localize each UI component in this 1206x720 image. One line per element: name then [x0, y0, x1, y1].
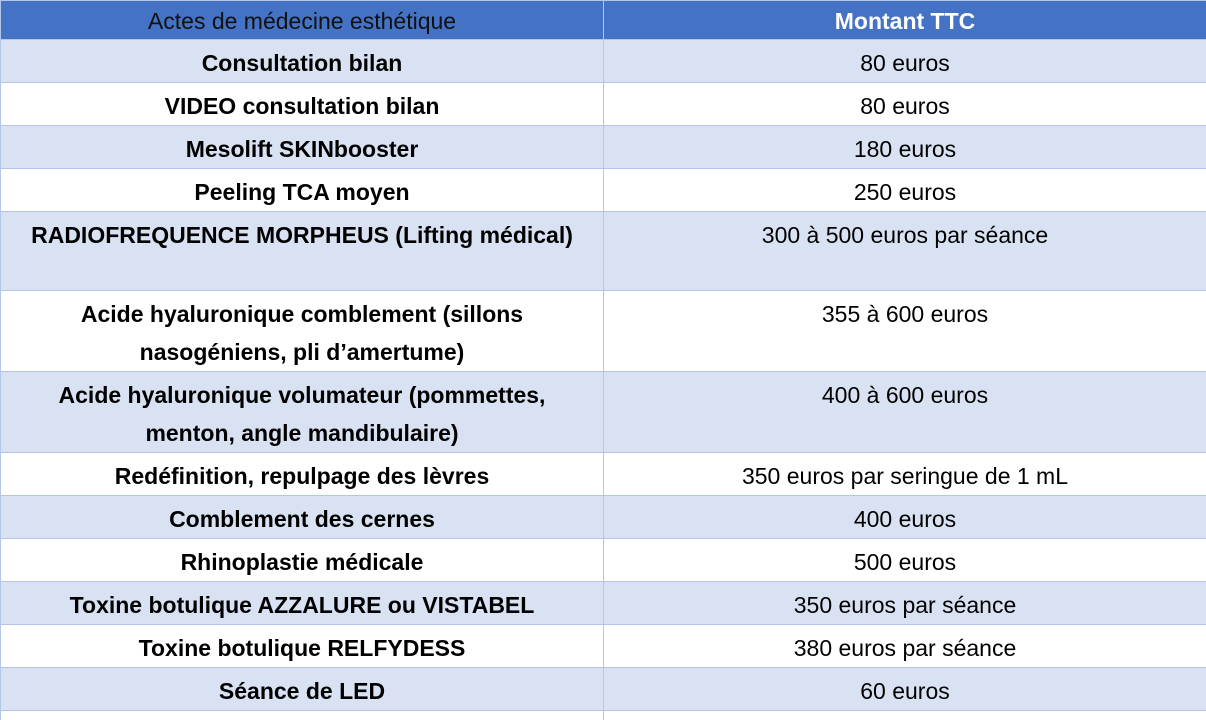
column-header: Actes de médecine esthétique	[0, 0, 604, 40]
price-cell: 355 à 600 euros	[603, 290, 1206, 372]
procedure-cell: Redéfinition, repulpage des lèvres	[0, 452, 604, 496]
table-row: Toxine botulique RELFYDESS 380 euros par …	[0, 624, 1206, 668]
price-cell: 300 à 500 euros par séance	[603, 211, 1206, 291]
procedure-cell: Séance de LED	[0, 667, 604, 711]
procedure-cell: Acide hyaluronique volumateur (pommettes…	[0, 371, 604, 453]
table-row: Rhinoplastie médicale 500 euros	[0, 538, 1206, 582]
table-row: VIDEO consultation bilan 80 euros	[0, 82, 1206, 126]
procedure-cell: Rhinoplastie médicale	[0, 538, 604, 582]
price-cell: 500 euros	[603, 538, 1206, 582]
table-row: Consultation bilan 80 euros	[0, 39, 1206, 83]
price-cell: 400 euros	[603, 495, 1206, 539]
procedure-cell: Mesolift SKINbooster	[0, 125, 604, 169]
price-cell: 60 euros	[603, 667, 1206, 711]
price-cell: 400 euros par séance	[603, 710, 1206, 720]
price-cell: 80 euros	[603, 82, 1206, 126]
procedure-cell: Consultation bilan	[0, 39, 604, 83]
price-cell: 80 euros	[603, 39, 1206, 83]
price-cell: 400 à 600 euros	[603, 371, 1206, 453]
table-row: Peeling TCA moyen 250 euros	[0, 168, 1206, 212]
procedure-cell: RADIOFREQUENCE MORPHEUS (Lifting médical…	[0, 211, 604, 291]
table-row: Comblement des cernes 400 euros	[0, 495, 1206, 539]
procedure-cell: Comblement des cernes	[0, 495, 604, 539]
table-row: Séance de LED 60 euros	[0, 667, 1206, 711]
procedure-cell: Peeling TCA moyen	[0, 168, 604, 212]
table-row: Acide hyaluronique volumateur (pommettes…	[0, 371, 1206, 453]
table-row: Mesolift SKINbooster 180 euros	[0, 125, 1206, 169]
price-cell: 380 euros par séance	[603, 624, 1206, 668]
table-row: Cryolipolyse400 euros par séance	[0, 710, 1206, 720]
column-header: Montant TTC	[603, 0, 1206, 40]
table-row: Toxine botulique AZZALURE ou VISTABEL 350…	[0, 581, 1206, 625]
procedure-cell: Toxine botulique RELFYDESS	[0, 624, 604, 668]
procedure-cell: Cryolipolyse	[0, 710, 604, 720]
procedure-cell: VIDEO consultation bilan	[0, 82, 604, 126]
table-body: Consultation bilan 80 euros VIDEO consulta…	[0, 39, 1206, 720]
procedure-cell: Toxine botulique AZZALURE ou VISTABEL	[0, 581, 604, 625]
price-cell: 250 euros	[603, 168, 1206, 212]
price-cell: 350 euros par séance	[603, 581, 1206, 625]
price-cell: 180 euros	[603, 125, 1206, 169]
table-row: Acide hyaluronique comblement (sillons n…	[0, 290, 1206, 372]
price-cell: 350 euros par seringue de 1 mL	[603, 452, 1206, 496]
header-row: Actes de médecine esthétique Montant TTC	[0, 0, 1206, 40]
table-row: Redéfinition, repulpage des lèvres 350 eu…	[0, 452, 1206, 496]
table-row: RADIOFREQUENCE MORPHEUS (Lifting médical…	[0, 211, 1206, 291]
procedure-cell: Acide hyaluronique comblement (sillons n…	[0, 290, 604, 372]
